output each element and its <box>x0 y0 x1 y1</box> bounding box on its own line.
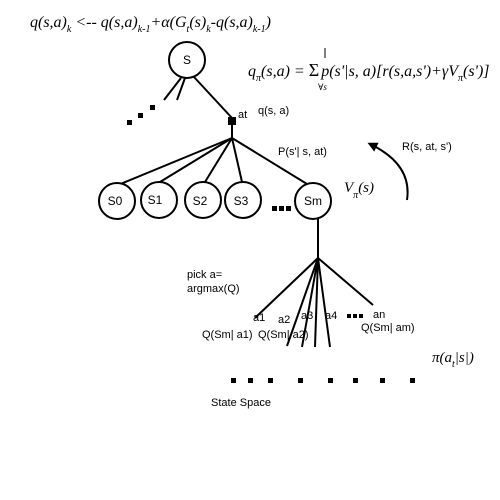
root-to-action-edge <box>193 76 233 119</box>
q-sa-label: q(s, a) <box>258 105 289 117</box>
action-label-an: an <box>373 309 385 321</box>
state-label-s2: S2 <box>193 194 208 208</box>
action-edges <box>254 257 374 348</box>
root-branch-edge-2 <box>176 77 186 101</box>
q-update-equation: q(s,a)k <-- q(s,a)k-1+α(Gt(s)k-q(s,a)k-1… <box>30 14 271 35</box>
action-label-a1: a1 <box>253 312 265 324</box>
transition-label: P(s'| s, at) <box>278 146 327 158</box>
action-label-a3: a3 <box>301 310 313 322</box>
reward-arrow <box>367 142 409 201</box>
v-pi-label: Vπ(s) <box>344 180 374 201</box>
root-state-label: S <box>183 53 191 67</box>
state-node-s2 <box>184 181 222 219</box>
q-value-am: Q(Sm| am) <box>361 322 415 334</box>
state-label-s3: S3 <box>234 194 249 208</box>
state-node-s3 <box>224 181 262 219</box>
pick-label-line1: pick a= <box>187 269 222 281</box>
root-branch-ellipsis <box>127 105 155 125</box>
action-label-a2: a2 <box>278 314 290 326</box>
policy-label: π(at|s|) <box>432 350 474 370</box>
q-value-a1: Q(Sm| a1) <box>202 329 253 341</box>
action-node <box>228 117 236 125</box>
reward-label: R(s, at, s') <box>402 141 452 153</box>
action-ellipsis <box>347 314 363 318</box>
state-label-sm: Sm <box>304 194 322 208</box>
state-node-s0 <box>98 182 136 220</box>
root-state-node <box>168 41 206 79</box>
state-space-dots <box>231 378 415 383</box>
root-branch-edge-1 <box>163 77 182 101</box>
state-space-label: State Space <box>211 397 271 409</box>
state-label-s0: S0 <box>108 194 123 208</box>
transition-edges <box>117 124 308 186</box>
action-label-a4: a4 <box>325 310 337 322</box>
state-node-sm <box>294 182 332 220</box>
state-label-s1: S1 <box>148 193 163 207</box>
action-label: at <box>238 109 247 121</box>
pick-label-line2: argmax(Q) <box>187 283 240 295</box>
q-value-a2: Q(Sm| a2) <box>258 329 309 341</box>
sum-subscript: ∀s <box>318 82 327 92</box>
state-ellipsis <box>272 206 291 211</box>
state-node-s1 <box>140 181 178 219</box>
